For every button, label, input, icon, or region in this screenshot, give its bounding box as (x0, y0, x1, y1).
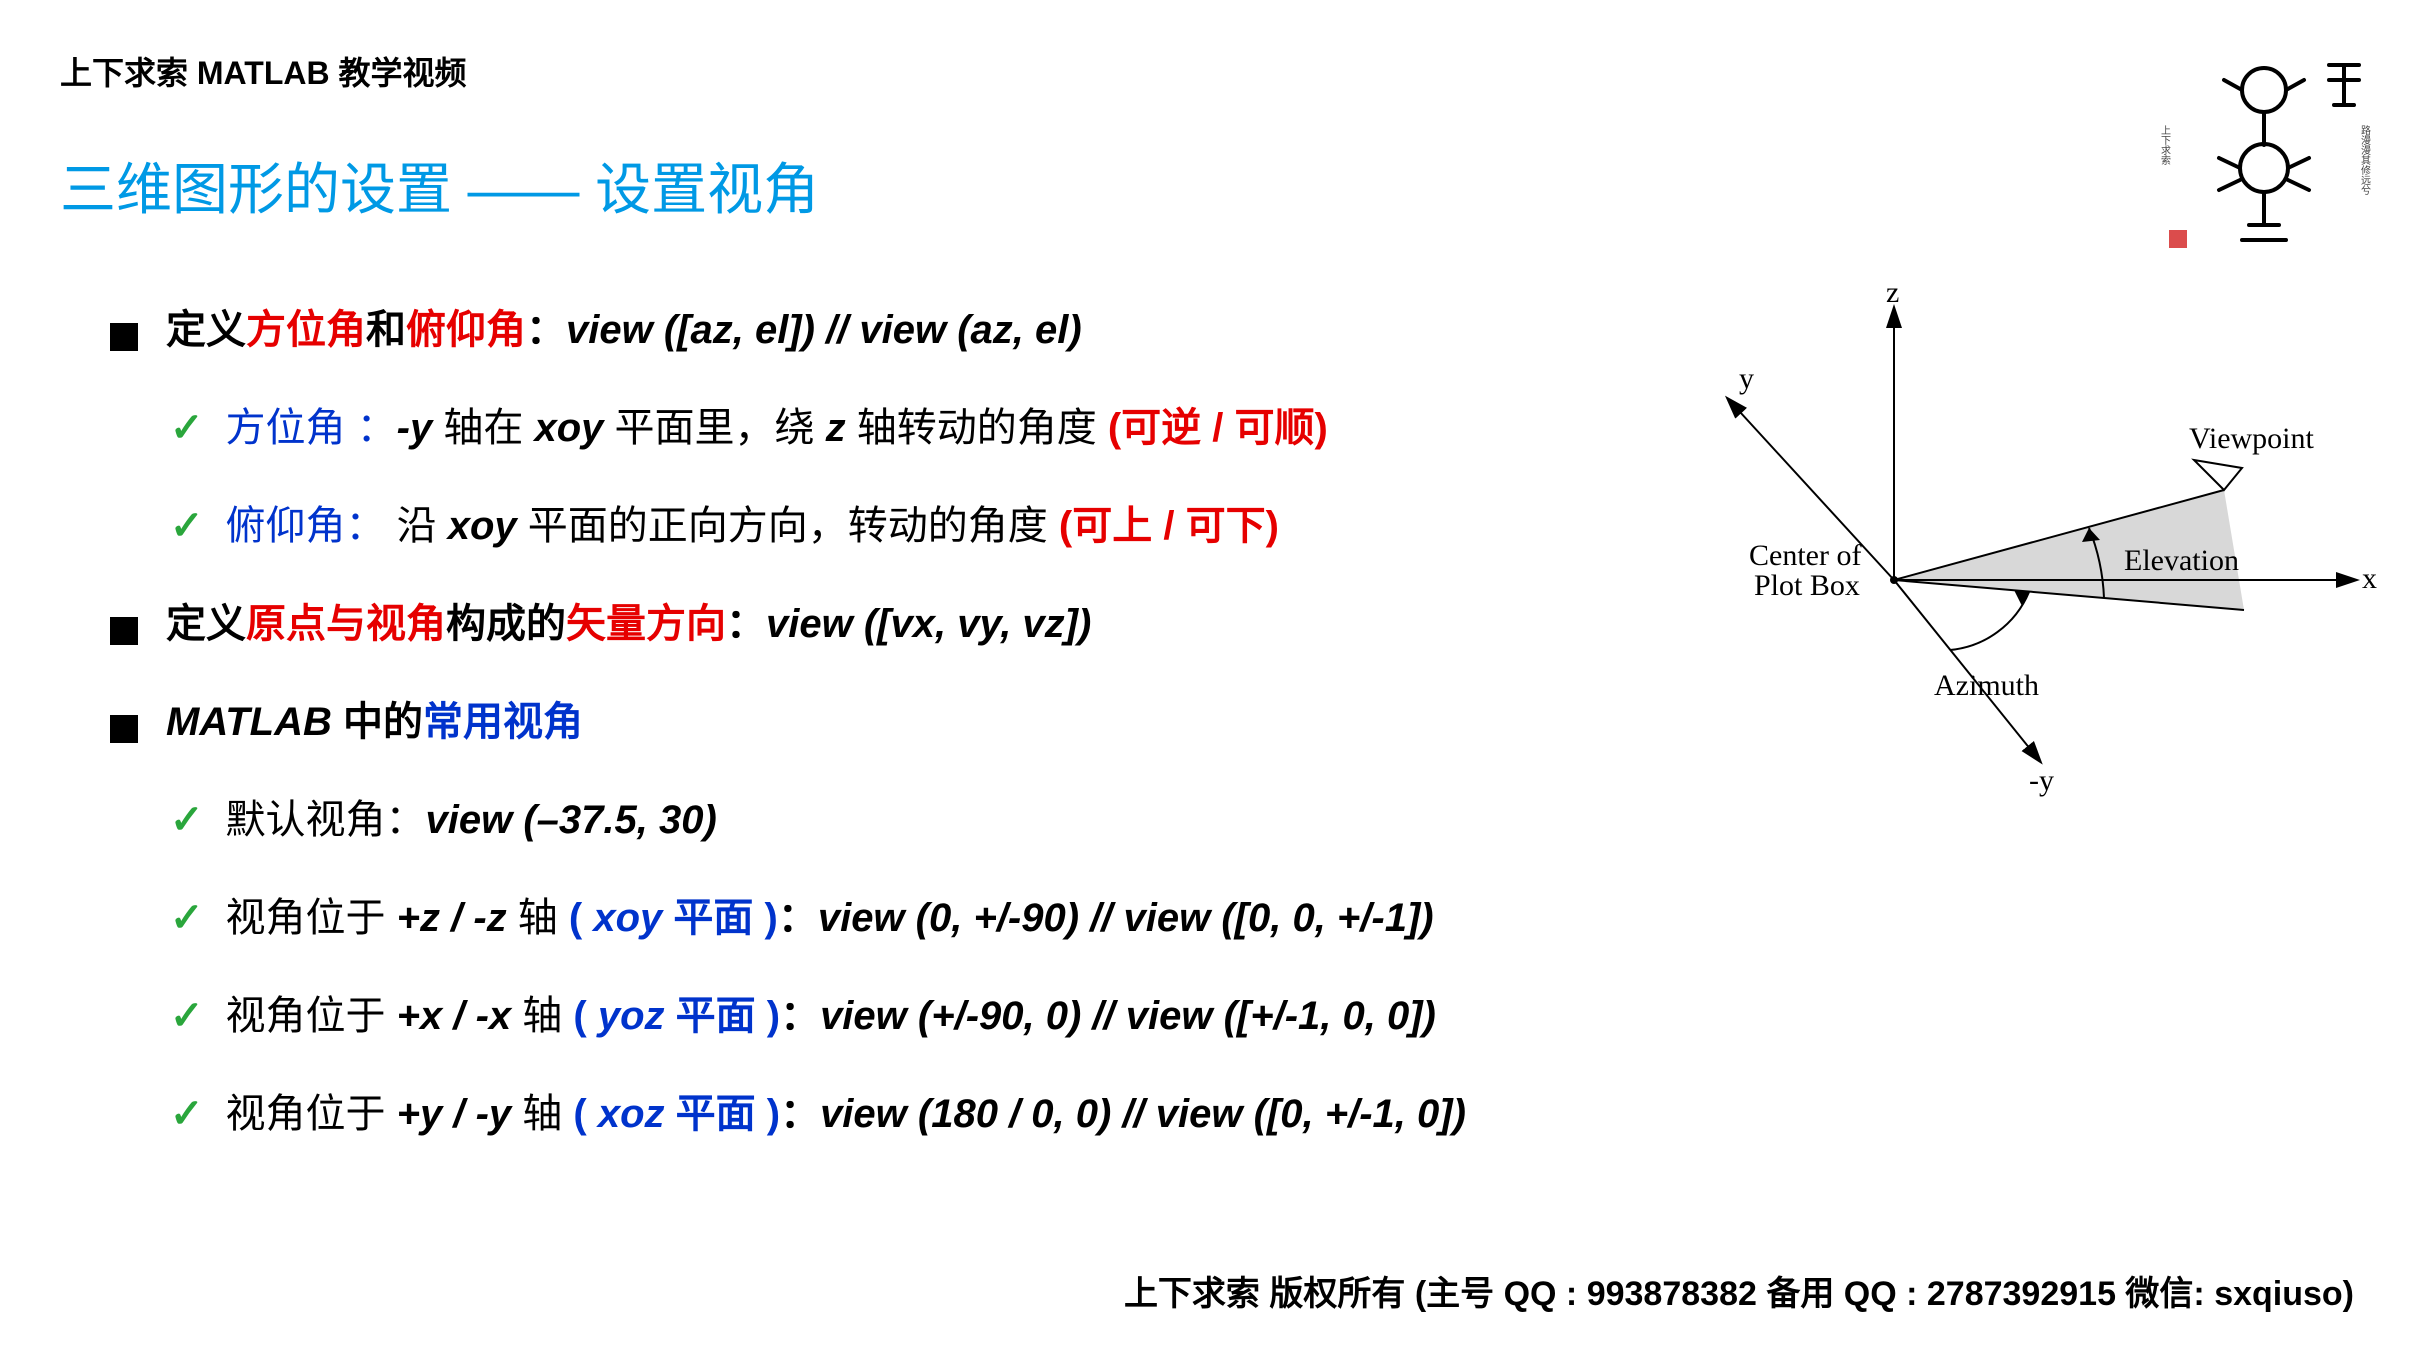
text-segment: 俯仰角： (226, 504, 386, 548)
text-segment: view (180 / 0, 0) // view ([0, +/-1, 0]) (820, 1092, 1466, 1136)
text-segment: 轴 (511, 994, 573, 1038)
text-segment: +x / -x (397, 994, 512, 1038)
text-segment: 中的 (332, 700, 423, 744)
center-label-2: Plot Box (1754, 569, 1860, 602)
text-segment: 矢量方向 (566, 602, 726, 646)
square-bullet-icon (110, 617, 138, 645)
text-segment: xoz (598, 1092, 665, 1136)
text-segment: 视角位于 (226, 1092, 397, 1136)
text-segment: 平面 ) (662, 896, 778, 940)
text-segment: 平面里，绕 (603, 406, 825, 450)
text-segment: 平面 ) (665, 1092, 781, 1136)
text-segment: (可上 / 可下) (1059, 504, 1279, 548)
text-segment: xoy (593, 896, 662, 940)
text-segment: ： (780, 1092, 820, 1136)
check-icon: ✓ (170, 790, 204, 850)
svg-text:路漫漫其修远兮: 路漫漫其修远兮 (2359, 124, 2371, 195)
check-icon: ✓ (170, 1084, 204, 1144)
x-axis-label: x (2362, 562, 2377, 595)
text-segment: ： (780, 994, 820, 1038)
check-icon: ✓ (170, 496, 204, 556)
text-segment: (可逆 / 可顺) (1108, 406, 1328, 450)
z-axis-label: z (1886, 280, 1899, 309)
azimuth-label: Azimuth (1934, 669, 2039, 702)
text-segment: +y / -y (397, 1092, 512, 1136)
neg-y-axis-label: -y (2029, 764, 2054, 797)
content-area: 定义方位角和俯仰角：view ([az, el]) // view (az, e… (110, 300, 1560, 1182)
text-segment: 原点与视角 (246, 602, 446, 646)
text-segment: 轴在 (432, 406, 534, 450)
y-axis-label: y (1739, 362, 1754, 395)
square-bullet-icon (110, 323, 138, 351)
check-icon: ✓ (170, 398, 204, 458)
view-angle-diagram: z y x -y Viewpoint Elevation Azimuth Cen… (1634, 280, 2384, 840)
text-segment: view (–37.5, 30) (426, 798, 717, 842)
text-segment: view ([vx, vy, vz]) (766, 602, 1091, 646)
text-segment: 轴 (507, 896, 569, 940)
text-segment: MATLAB (166, 700, 332, 744)
text-segment: -y (397, 406, 433, 450)
text-segment: 视角位于 (226, 994, 397, 1038)
text-segment: xoy (448, 504, 517, 548)
text-segment: 轴转动的角度 (846, 406, 1108, 450)
elevation-label: Elevation (2124, 544, 2239, 577)
viewpoint-label: Viewpoint (2189, 422, 2315, 455)
sub-bullet-3-3: ✓ 视角位于 +x / -x 轴 ( yoz 平面 )：view (+/-90,… (170, 986, 1560, 1046)
text-segment: 定义 (166, 602, 246, 646)
sub-bullet-1-2: ✓ 俯仰角： 沿 xoy 平面的正向方向，转动的角度 (可上 / 可下) (170, 496, 1560, 556)
text-segment: ： (778, 896, 818, 940)
check-icon: ✓ (170, 888, 204, 948)
text-segment: 方位角 (246, 308, 366, 352)
sub-bullet-1-1: ✓ 方位角 ：-y 轴在 xoy 平面里，绕 z 轴转动的角度 (可逆 / 可顺… (170, 398, 1560, 458)
text-segment: yoz (598, 994, 665, 1038)
bullet-1: 定义方位角和俯仰角：view ([az, el]) // view (az, e… (110, 300, 1560, 360)
page-title: 三维图形的设置 —— 设置视角 (60, 145, 819, 226)
text-segment: +z / -z (397, 896, 507, 940)
sub-bullet-3-4: ✓ 视角位于 +y / -y 轴 ( xoz 平面 )：view (180 / … (170, 1084, 1560, 1144)
header-text: 上下求索 MATLAB 教学视频 (60, 48, 467, 94)
text-segment: ( (573, 1092, 597, 1136)
text-segment: xoy (534, 406, 603, 450)
sub-bullet-3-2: ✓ 视角位于 +z / -z 轴 ( xoy 平面 )：view (0, +/-… (170, 888, 1560, 948)
text-segment: ： (526, 308, 566, 352)
text-segment: 轴 (511, 1092, 573, 1136)
brand-logo: 上下求索 路漫漫其修远兮 (2154, 30, 2374, 260)
text-segment: 方位角 ： (226, 406, 397, 450)
text-segment: 视角位于 (226, 896, 397, 940)
svg-text:上下求索: 上下求索 (2159, 125, 2171, 165)
bullet-3: MATLAB 中的常用视角 (110, 692, 1560, 752)
text-segment: view (+/-90, 0) // view ([+/-1, 0, 0]) (820, 994, 1436, 1038)
text-segment: 沿 (386, 504, 448, 548)
footer-text: 上下求索 版权所有 (主号 QQ : 993878382 备用 QQ : 278… (1124, 1266, 2354, 1315)
text-segment: view ([az, el]) // view (az, el) (566, 308, 1082, 352)
text-segment: 俯仰角 (406, 308, 526, 352)
text-segment: 构成的 (446, 602, 566, 646)
text-segment: 平面的正向方向，转动的角度 (517, 504, 1059, 548)
check-icon: ✓ (170, 986, 204, 1046)
text-segment: view (0, +/-90) // view ([0, 0, +/-1]) (818, 896, 1434, 940)
text-segment: ( (569, 896, 593, 940)
square-bullet-icon (110, 715, 138, 743)
bullet-2: 定义原点与视角构成的矢量方向：view ([vx, vy, vz]) (110, 594, 1560, 654)
text-segment: ： (726, 602, 766, 646)
text-segment: 平面 ) (665, 994, 781, 1038)
text-segment: z (826, 406, 846, 450)
text-segment: 默认视角： (226, 798, 426, 842)
text-segment: 和 (366, 308, 406, 352)
text-segment: ( (573, 994, 597, 1038)
sub-bullet-3-1: ✓ 默认视角：view (–37.5, 30) (170, 790, 1560, 850)
center-label-1: Center of (1749, 539, 1861, 572)
text-segment: 定义 (166, 308, 246, 352)
text-segment: 常用视角 (423, 700, 583, 744)
